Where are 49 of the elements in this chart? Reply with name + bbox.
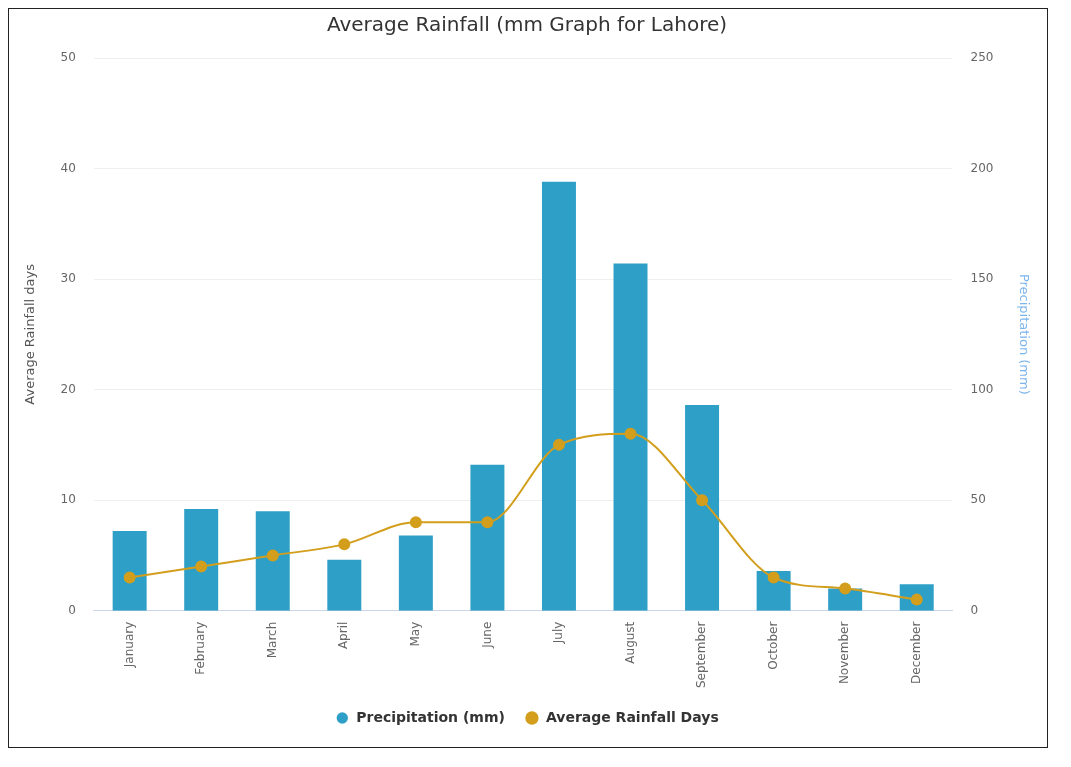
y-tick-label: 30: [60, 271, 76, 286]
chart-title: Average Rainfall (mm Graph for Lahore): [326, 12, 728, 37]
bar: [112, 531, 147, 611]
point: [767, 571, 780, 584]
x-tick-label: August: [622, 621, 637, 664]
y2-tick-label: 100: [970, 381, 994, 396]
y-tick-label: 20: [60, 381, 76, 396]
x-tick-label: July: [551, 621, 566, 645]
point: [195, 560, 208, 573]
y2-tick-label: 250: [970, 50, 994, 65]
bar: [184, 508, 219, 611]
legend-label: Precipitation (mm): [356, 708, 505, 725]
x-tick-label: September: [694, 621, 709, 688]
y2-tick-label: 150: [970, 271, 994, 286]
bar: [255, 511, 290, 611]
point: [839, 582, 852, 595]
y2-tick-label: 50: [970, 492, 986, 507]
point: [266, 549, 279, 562]
x-tick-label: June: [479, 621, 494, 649]
x-tick-label: March: [264, 621, 279, 659]
point: [696, 494, 709, 507]
y2-tick-label: 200: [970, 160, 994, 175]
y-tick-label: 0: [68, 602, 76, 617]
legend-label: Average Rainfall Days: [545, 708, 719, 725]
y-tick-label: 40: [60, 160, 76, 175]
x-tick-label: February: [193, 621, 208, 675]
y-tick-label: 10: [60, 492, 76, 507]
y-axis-title: Average Rainfall days: [22, 263, 38, 405]
x-tick-label: November: [837, 621, 852, 685]
bar: [398, 535, 433, 611]
bar: [613, 263, 648, 611]
point: [338, 538, 351, 551]
x-tick-label: December: [908, 621, 923, 684]
bar: [470, 464, 505, 611]
point: [481, 516, 494, 529]
bar: [685, 405, 720, 611]
y2-tick-label: 0: [970, 602, 979, 617]
point: [552, 438, 565, 451]
x-tick-label: January: [121, 621, 136, 669]
x-tick-label: April: [336, 621, 351, 650]
y-tick-label: 50: [60, 50, 76, 65]
x-tick-label: October: [765, 621, 780, 670]
bar: [327, 559, 362, 611]
bar: [541, 181, 576, 611]
x-tick-label: May: [407, 621, 422, 647]
point: [624, 427, 637, 440]
y2-axis-title: Precipitation (mm): [1016, 273, 1032, 395]
point: [409, 516, 422, 529]
point: [123, 571, 136, 584]
